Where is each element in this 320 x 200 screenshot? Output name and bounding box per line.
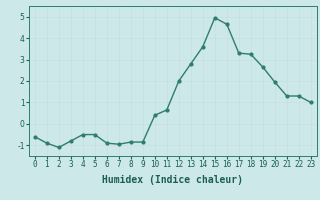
X-axis label: Humidex (Indice chaleur): Humidex (Indice chaleur) bbox=[102, 175, 243, 185]
